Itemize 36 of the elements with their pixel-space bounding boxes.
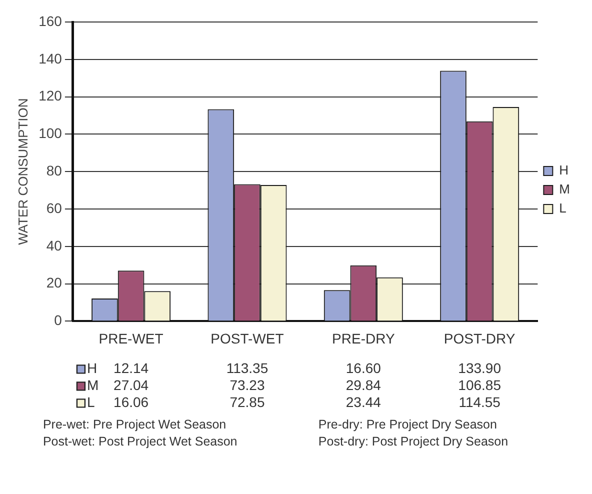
data-label: 12.14 bbox=[114, 360, 149, 376]
data-label: 27.04 bbox=[114, 377, 149, 394]
y-tick-label: 0 bbox=[54, 312, 62, 328]
text: Post-wet: Post Project Wet Season bbox=[42, 434, 238, 449]
x-tick-label: POST-WET bbox=[210, 330, 284, 346]
data-label: 106.85 bbox=[458, 377, 502, 394]
legend-label: L bbox=[559, 200, 566, 216]
y-tick-label: 100 bbox=[38, 125, 62, 142]
data-label: 73.23 bbox=[230, 377, 265, 394]
legend-label: H bbox=[86, 360, 98, 376]
y-tick-label: 160 bbox=[38, 12, 62, 29]
y-tick-label: 120 bbox=[38, 88, 62, 104]
text: Post-dry: Post Project Dry Season bbox=[318, 434, 508, 449]
text: M bbox=[559, 182, 570, 197]
data-label: 113.35 bbox=[226, 360, 268, 376]
data-label: 23.44 bbox=[346, 394, 382, 410]
data-label: 16.60 bbox=[346, 360, 382, 376]
text: H bbox=[559, 162, 569, 178]
y-tick-label: 40 bbox=[46, 237, 62, 254]
y-tick-label: 140 bbox=[38, 50, 62, 66]
data-label: 72.85 bbox=[230, 394, 265, 410]
y-axis-title: WATER CONSUMPTION bbox=[15, 98, 30, 245]
text: L bbox=[86, 394, 95, 410]
x-tick-label: PRE-WET bbox=[98, 330, 164, 346]
data-label: 133.90 bbox=[458, 360, 502, 376]
y-tick-label: 80 bbox=[46, 162, 62, 178]
text: Pre-wet: Pre Project Wet Season bbox=[42, 418, 226, 432]
data-label: 29.84 bbox=[346, 377, 382, 394]
x-tick-label: PRE-DRY bbox=[332, 330, 396, 346]
legend-label: M bbox=[86, 377, 99, 394]
text: Pre-dry: Pre Project Dry Season bbox=[318, 418, 497, 432]
y-tick-label: 60 bbox=[46, 200, 62, 216]
y-tick-label: 20 bbox=[46, 274, 62, 291]
data-label: 16.06 bbox=[114, 394, 149, 410]
data-label: 114.55 bbox=[458, 394, 501, 410]
x-tick-label: POST-DRY bbox=[444, 330, 516, 346]
